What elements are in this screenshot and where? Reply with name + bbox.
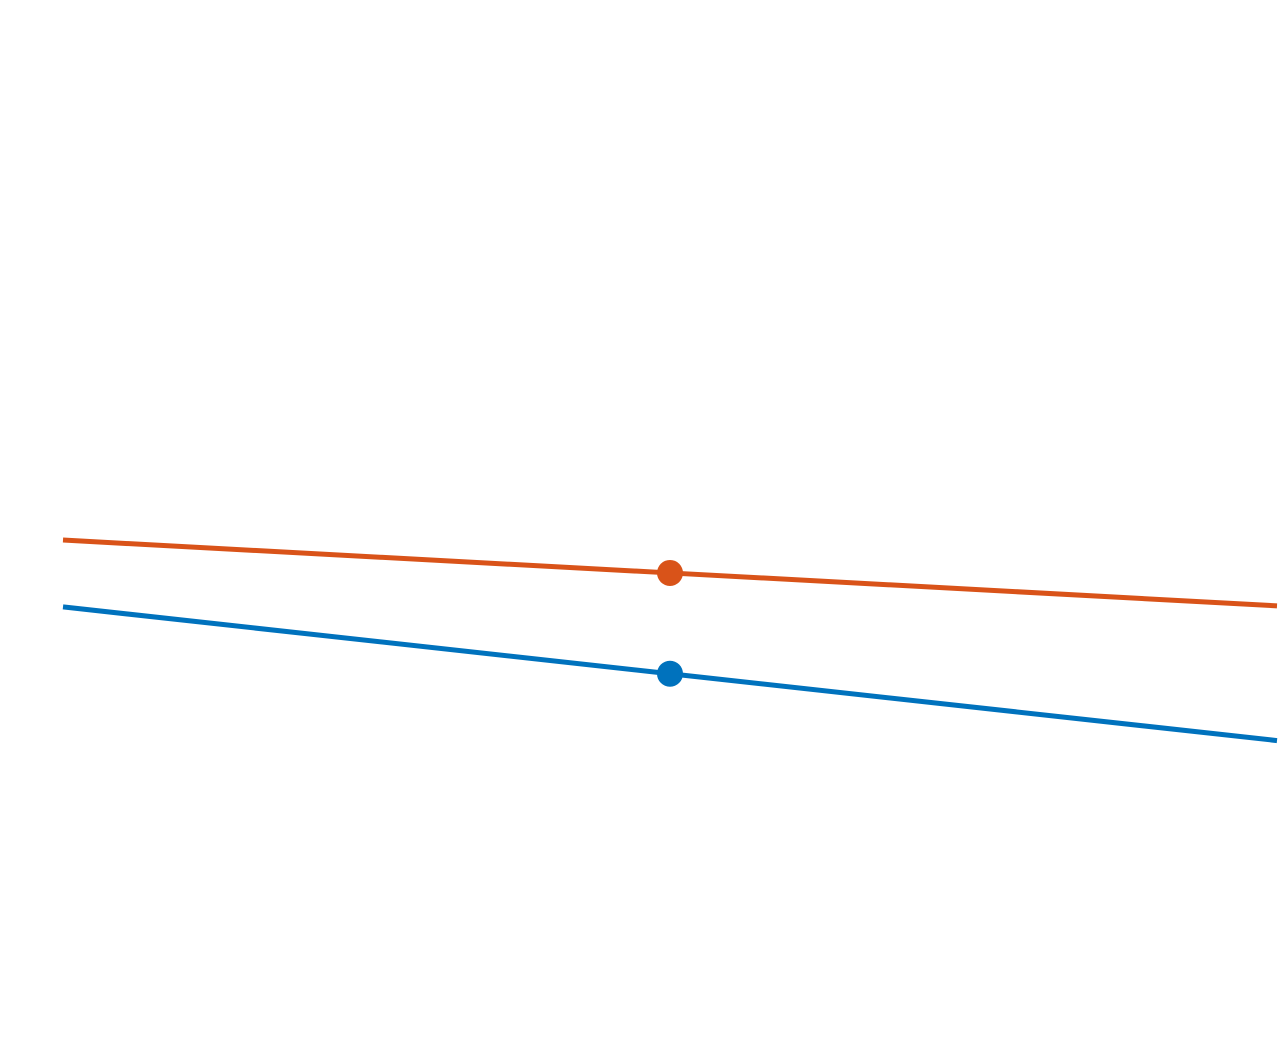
series-marker xyxy=(657,660,683,687)
series-marker xyxy=(657,559,683,586)
